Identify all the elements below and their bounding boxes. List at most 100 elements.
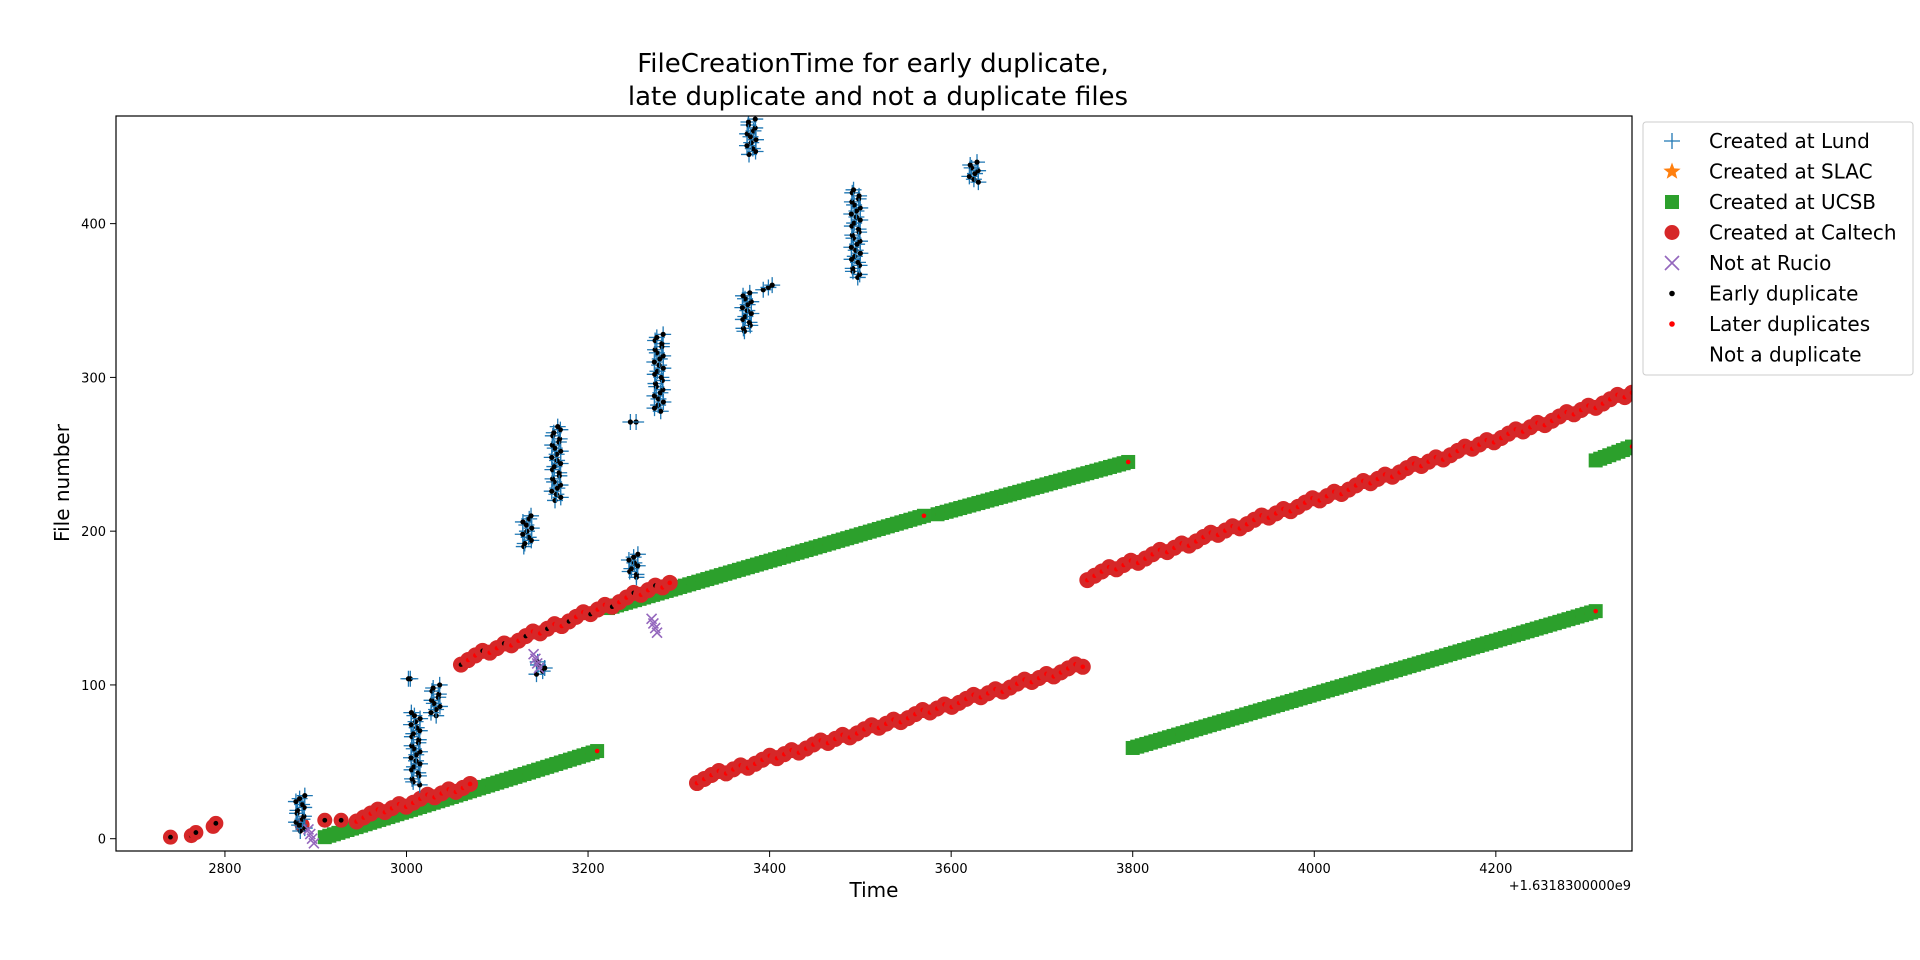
early-duplicate-point xyxy=(849,199,855,205)
x-axis-label: Time xyxy=(849,878,899,902)
early-duplicate-point xyxy=(760,287,766,293)
y-tick-label: 100 xyxy=(81,679,106,694)
early-duplicate-point xyxy=(765,284,771,291)
early-duplicate-point xyxy=(551,463,557,470)
early-duplicate-point xyxy=(428,697,435,703)
early-duplicate-point xyxy=(558,494,564,500)
early-duplicate-point xyxy=(322,817,328,823)
x-tick-label: 3200 xyxy=(572,862,605,877)
early-duplicate-point xyxy=(410,731,416,737)
early-duplicate-point xyxy=(742,313,748,320)
early-duplicate-point xyxy=(857,250,863,256)
early-duplicate-point xyxy=(628,566,634,572)
early-duplicate-point xyxy=(746,151,752,158)
early-duplicate-point xyxy=(299,801,305,808)
early-duplicate-point xyxy=(651,405,658,411)
early-duplicate-point xyxy=(523,522,529,528)
early-duplicate-point xyxy=(436,691,442,697)
early-duplicate-point xyxy=(293,798,299,805)
legend-star-icon xyxy=(1663,162,1681,179)
x-tick-label: 3000 xyxy=(390,862,423,877)
legend: Created at Lund Created at SLAC Created at… xyxy=(1642,121,1914,376)
x-tick-label: 3800 xyxy=(1116,862,1149,877)
x-tick-label: 3400 xyxy=(753,862,786,877)
early-duplicate-point xyxy=(297,828,303,834)
early-duplicate-point xyxy=(658,408,664,414)
early-duplicate-point xyxy=(409,776,415,782)
early-duplicate-point xyxy=(405,676,412,682)
early-duplicate-point xyxy=(848,244,854,250)
early-duplicate-point xyxy=(740,293,746,299)
early-duplicate-point xyxy=(849,232,855,238)
caltech-point xyxy=(1624,384,1632,401)
duplicate-point xyxy=(467,781,473,787)
legend-label: Early duplicate xyxy=(1709,282,1858,306)
plot-frame xyxy=(115,115,1633,852)
early-duplicate-point xyxy=(302,793,308,799)
early-duplicate-point xyxy=(555,424,561,430)
early-duplicate-point xyxy=(660,387,666,393)
early-duplicate-point xyxy=(739,305,745,311)
early-duplicate-point xyxy=(549,442,555,448)
early-duplicate-point xyxy=(417,782,423,788)
chart-title-line-1: FileCreationTime for early duplicate, xyxy=(637,49,1109,79)
early-duplicate-point xyxy=(967,162,973,168)
early-duplicate-point xyxy=(652,380,659,387)
duplicate-point xyxy=(667,580,673,586)
early-duplicate-point xyxy=(857,217,863,223)
y-axis-label: File number xyxy=(50,423,74,542)
early-duplicate-point xyxy=(651,359,657,365)
not-at-rucio-point xyxy=(308,837,320,849)
legend-dot-icon xyxy=(1669,321,1675,327)
early-duplicate-point xyxy=(433,706,439,713)
early-duplicate-point xyxy=(522,540,528,547)
early-duplicate-point xyxy=(852,253,858,259)
early-duplicate-point xyxy=(631,560,637,566)
early-duplicate-point xyxy=(850,187,857,193)
early-duplicate-point xyxy=(658,374,664,381)
early-duplicate-point xyxy=(417,716,423,722)
early-duplicate-point xyxy=(417,761,423,767)
plot-area xyxy=(162,116,1632,849)
early-duplicate-point xyxy=(413,752,419,758)
early-duplicate-point xyxy=(553,491,559,497)
early-duplicate-point xyxy=(301,813,307,819)
not-at-rucio-point xyxy=(533,662,545,674)
early-duplicate-point xyxy=(975,168,981,174)
early-duplicate-point xyxy=(213,820,219,826)
early-duplicate-point xyxy=(966,173,972,180)
early-duplicate-point xyxy=(428,710,434,716)
later-duplicate-point xyxy=(921,513,927,519)
early-duplicate-point xyxy=(414,725,420,731)
early-duplicate-point xyxy=(740,325,747,331)
legend-label: Created at SLAC xyxy=(1709,160,1873,184)
legend-label: Created at Caltech xyxy=(1709,221,1897,245)
y-tick-label: 400 xyxy=(81,218,106,233)
duplicate-point xyxy=(1080,664,1086,670)
early-duplicate-point xyxy=(971,176,977,182)
early-duplicate-point xyxy=(520,519,526,525)
early-duplicate-point xyxy=(520,531,526,537)
early-duplicate-point xyxy=(856,193,862,199)
early-duplicate-point xyxy=(557,436,563,442)
not-at-rucio-point xyxy=(651,627,663,639)
later-duplicate-point xyxy=(1125,459,1131,465)
chart-title-line-2: late duplicate and not a duplicate files xyxy=(628,82,1128,112)
later-duplicate-point xyxy=(594,748,600,754)
early-duplicate-point xyxy=(851,220,857,226)
early-duplicate-point xyxy=(549,454,555,460)
early-duplicate-point xyxy=(551,430,557,436)
x-tick-label: 2800 xyxy=(208,862,241,877)
early-duplicate-point xyxy=(549,488,555,494)
early-duplicate-point xyxy=(848,211,854,217)
early-duplicate-point xyxy=(855,259,861,265)
y-tick-label: 0 xyxy=(98,833,106,848)
legend-label: Created at Lund xyxy=(1709,129,1870,153)
early-duplicate-point xyxy=(747,134,754,140)
legend-x-icon xyxy=(1664,255,1680,271)
early-duplicate-point xyxy=(769,282,775,288)
early-duplicate-point xyxy=(660,365,666,371)
early-duplicate-point xyxy=(752,125,758,131)
